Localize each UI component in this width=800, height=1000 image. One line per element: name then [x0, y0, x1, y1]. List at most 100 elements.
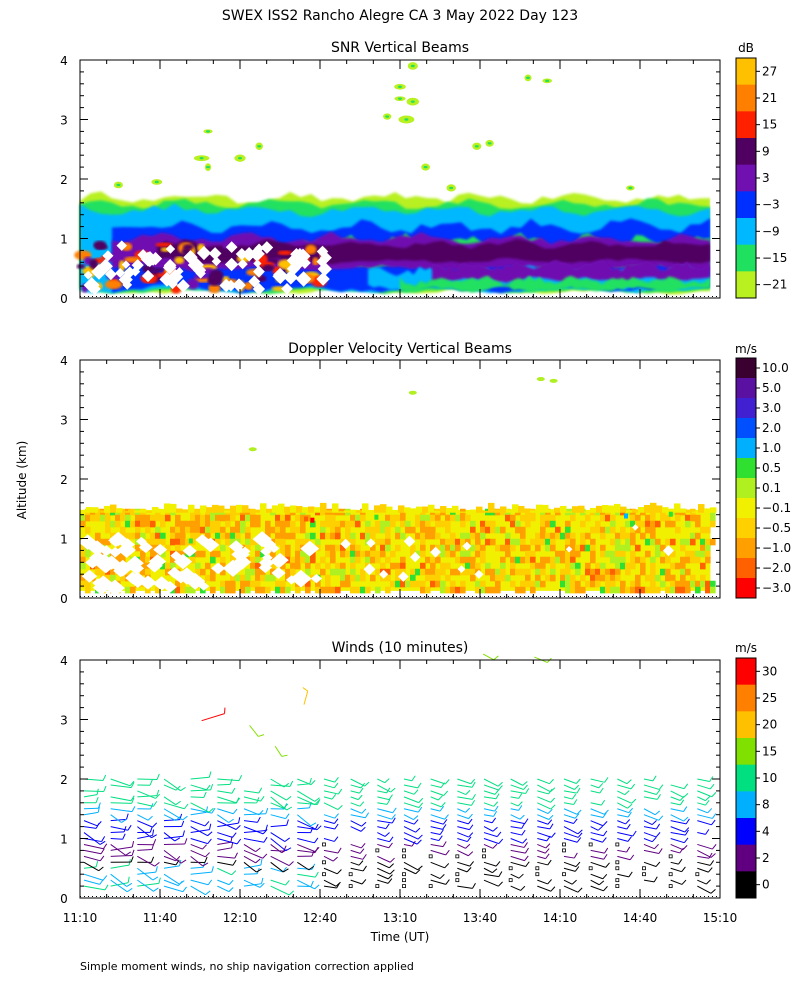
doppler-cell — [120, 574, 126, 582]
doppler-cell — [345, 532, 351, 540]
wind-barb-feather — [498, 785, 503, 791]
doppler-cell — [460, 532, 466, 540]
wind-barb-feather — [653, 876, 658, 883]
snr-missing-cell — [196, 245, 212, 261]
doppler-cell — [350, 586, 356, 594]
snr-missing-cell — [176, 279, 190, 293]
wind-barb-feather — [627, 811, 632, 818]
doppler-edge-cell — [284, 506, 291, 513]
snr-missing-cell — [253, 265, 265, 278]
doppler-cell — [255, 562, 261, 570]
wind-barb-feather — [151, 843, 155, 850]
doppler-cell — [585, 514, 591, 522]
wind-barb-feather — [174, 837, 181, 842]
doppler-cell — [365, 532, 371, 540]
wind-colorbar-label: 30 — [762, 664, 777, 678]
snr-missing-cell — [253, 259, 262, 268]
wind-barb — [617, 832, 633, 837]
wind-barb — [430, 784, 442, 789]
doppler-cell — [210, 514, 216, 522]
doppler-edge-cell — [356, 510, 363, 513]
wind-barb — [457, 832, 469, 838]
wind-barb-feather — [602, 821, 608, 827]
wind-barb-feather — [316, 825, 322, 831]
wind-barb — [377, 790, 387, 794]
doppler-cell — [225, 586, 231, 594]
wind-colorbar-label: 20 — [762, 718, 777, 732]
wind-barb — [670, 826, 685, 833]
wind-barb-feather — [384, 778, 390, 784]
doppler-cell — [210, 526, 216, 534]
doppler-cell — [665, 520, 671, 528]
wind-barb — [403, 808, 419, 813]
doppler-cell — [600, 526, 606, 534]
doppler-cell — [105, 520, 111, 528]
wind-barb-feather — [100, 848, 105, 854]
wind-colorbar-swatch — [736, 818, 756, 846]
wind-barb-feather — [236, 838, 242, 845]
doppler-cell — [705, 526, 711, 534]
wind-calm-marker — [455, 872, 460, 877]
doppler-cell — [660, 544, 666, 552]
wind-barb — [430, 802, 442, 808]
wind-barb-feather — [228, 818, 234, 823]
doppler-cell — [540, 538, 546, 546]
doppler-cell — [620, 532, 626, 540]
doppler-cell — [325, 532, 331, 540]
doppler-cell — [150, 514, 156, 522]
doppler-cell — [220, 514, 226, 522]
wind-barb — [243, 808, 260, 816]
doppler-cell — [655, 538, 661, 546]
doppler-cell — [705, 586, 711, 594]
wind-barb — [83, 820, 98, 827]
doppler-cell — [575, 580, 581, 588]
wind-barb-feather — [314, 800, 320, 805]
wind-barb-feather — [210, 783, 214, 791]
wind-barb-feather — [285, 813, 290, 819]
doppler-cell — [255, 580, 261, 588]
doppler-cell — [605, 568, 611, 576]
doppler-edge-cell — [170, 503, 177, 513]
doppler-echo-aloft — [536, 377, 545, 382]
dop-colorbar-swatch — [736, 358, 756, 379]
wind-barb-feather — [238, 775, 243, 781]
doppler-edge-cell — [206, 507, 213, 513]
doppler-edge-cell — [230, 505, 237, 513]
dop-colorbar-swatch — [736, 518, 756, 539]
doppler-cell — [305, 568, 311, 576]
doppler-cell — [710, 586, 716, 594]
doppler-cell — [275, 580, 281, 588]
wind-barb-feather — [208, 771, 212, 778]
doppler-edge-cell — [398, 505, 405, 513]
doppler-edge-cell — [440, 506, 447, 513]
doppler-cell — [305, 538, 311, 546]
wind-barb — [670, 867, 682, 873]
wind-barb-feather — [439, 805, 445, 812]
wind-barb-feather — [182, 886, 187, 892]
doppler-cell — [670, 520, 676, 528]
doppler-edge-cell — [80, 509, 87, 513]
wind-xtick-label: 12:10 — [223, 911, 258, 925]
doppler-edge-cell — [518, 505, 525, 513]
wind-barb — [350, 826, 362, 832]
wind-barb — [483, 778, 499, 787]
doppler-cell — [510, 544, 516, 552]
doppler-cell — [350, 532, 356, 540]
doppler-cell — [630, 538, 636, 546]
wind-barb-feather — [260, 795, 265, 802]
doppler-cell — [545, 514, 551, 522]
doppler-cell — [645, 520, 651, 528]
doppler-cell — [630, 526, 636, 534]
doppler-cell — [385, 520, 391, 528]
wind-barb — [537, 861, 548, 866]
doppler-cell — [95, 568, 101, 576]
wind-barb — [217, 855, 235, 859]
wind-colorbar-swatch — [736, 684, 756, 712]
doppler-edge-cell — [470, 509, 477, 513]
doppler-cell — [645, 538, 651, 546]
doppler-cell — [585, 568, 591, 576]
doppler-cell — [525, 580, 531, 588]
doppler-cell — [180, 580, 186, 588]
wind-barb — [377, 808, 393, 814]
doppler-cell — [705, 550, 711, 558]
